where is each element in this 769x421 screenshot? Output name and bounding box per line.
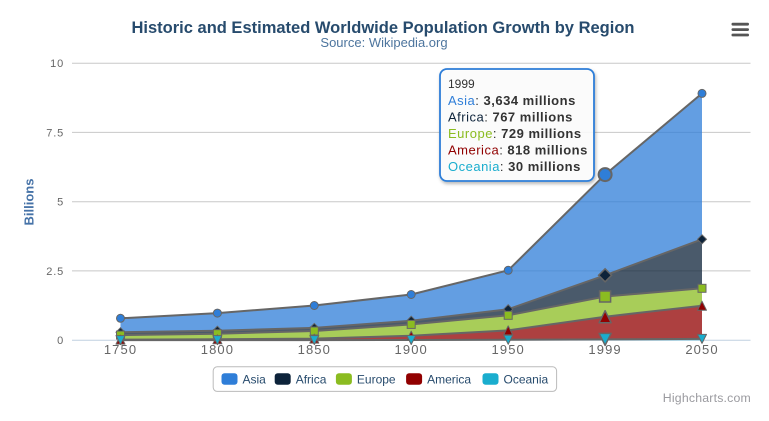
svg-text:0: 0	[57, 335, 64, 347]
svg-text:1850: 1850	[298, 342, 331, 357]
svg-text:1999: 1999	[588, 342, 621, 357]
svg-text:Source: Wikipedia.org: Source: Wikipedia.org	[320, 35, 447, 50]
svg-text:Asia: Asia	[243, 372, 267, 386]
svg-text:1800: 1800	[201, 342, 234, 357]
svg-text:Historic and Estimated Worldwi: Historic and Estimated Worldwide Populat…	[132, 19, 635, 37]
svg-text:Africa: Africa	[296, 372, 327, 386]
svg-text:Oceania: 30 millions: Oceania: 30 millions	[448, 159, 581, 174]
svg-text:Europe: 729 millions: Europe: 729 millions	[448, 126, 582, 141]
svg-text:1750: 1750	[104, 342, 137, 357]
svg-text:Oceania: Oceania	[504, 372, 549, 386]
svg-text:10: 10	[50, 58, 64, 70]
svg-text:1950: 1950	[492, 342, 525, 357]
svg-text:America: America	[427, 372, 471, 386]
svg-text:2.5: 2.5	[46, 266, 64, 278]
svg-text:1900: 1900	[395, 342, 428, 357]
svg-text:America: 818 millions: America: 818 millions	[448, 142, 588, 157]
svg-text:5: 5	[57, 197, 64, 209]
svg-text:Highcharts.com: Highcharts.com	[663, 391, 751, 405]
svg-text:Europe: Europe	[357, 372, 396, 386]
svg-text:Africa: 767 millions: Africa: 767 millions	[448, 109, 573, 124]
svg-text:1999: 1999	[448, 77, 475, 91]
svg-text:2050: 2050	[685, 342, 718, 357]
svg-text:Billions: Billions	[22, 179, 37, 226]
svg-text:7.5: 7.5	[46, 127, 64, 139]
svg-text:Asia: 3,634 millions: Asia: 3,634 millions	[448, 93, 576, 108]
